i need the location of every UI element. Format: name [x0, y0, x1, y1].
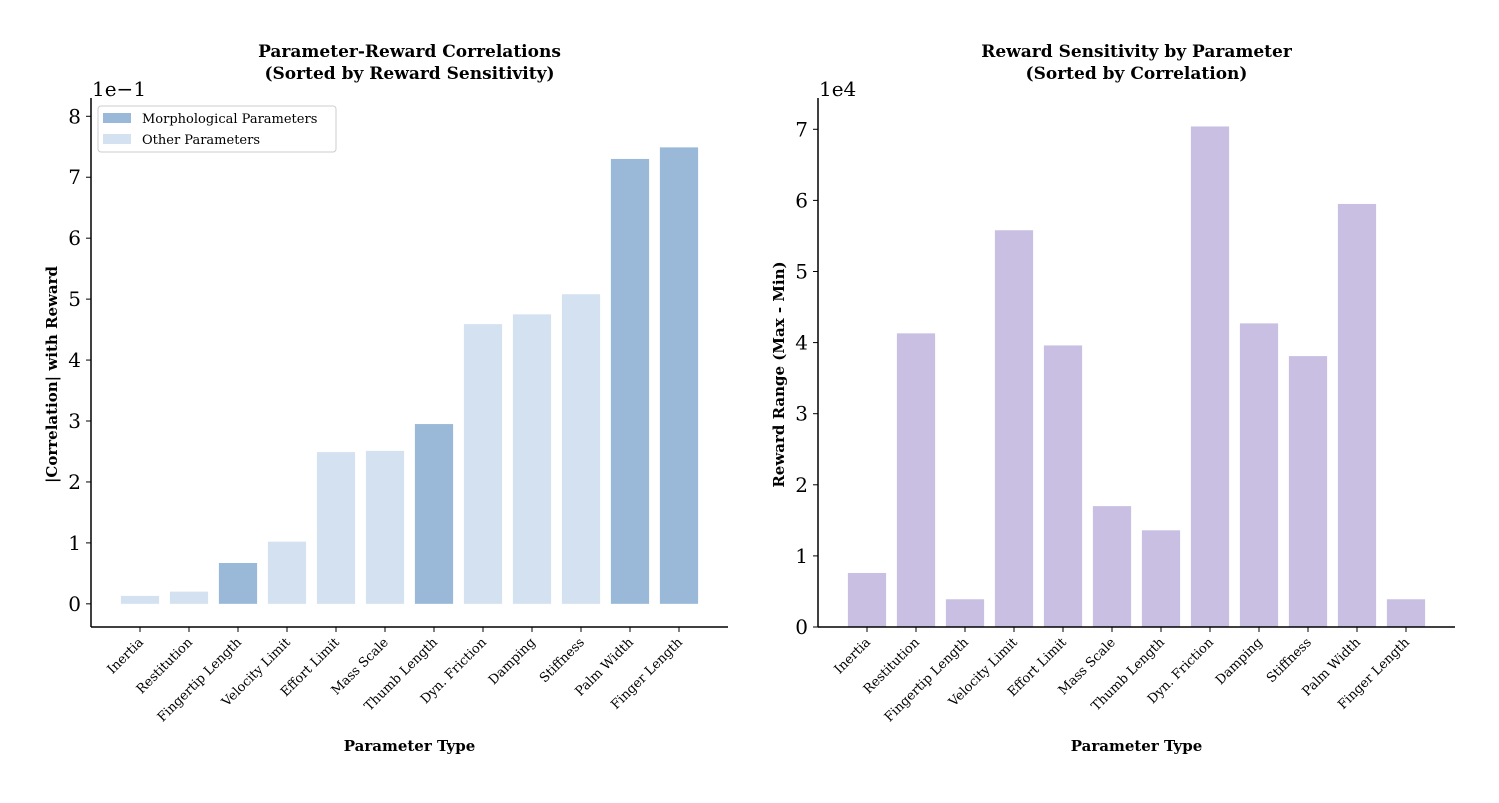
legend-swatch: [103, 134, 131, 144]
y-axis-label: |Correlation| with Reward: [43, 265, 61, 483]
bar: [316, 452, 356, 604]
legend-label: Other Parameters: [142, 133, 260, 148]
y-axis-label: Reward Range (Max - Min): [770, 261, 788, 487]
x-tick-label: Damping: [1213, 635, 1266, 688]
x-tick-label: Damping: [486, 635, 539, 688]
y-tick-label: 1: [795, 544, 808, 568]
bar: [365, 450, 405, 604]
chart-title: Parameter-Reward Correlations (Sorted by …: [258, 42, 561, 84]
bar: [267, 541, 307, 604]
bar: [1386, 599, 1426, 627]
bar: [847, 572, 887, 627]
offset-text: 1e4: [819, 77, 856, 101]
x-tick-label: Inertia: [105, 635, 147, 677]
y-tick-label: 8: [68, 104, 81, 128]
bar: [169, 591, 209, 604]
y-tick-label: 0: [68, 592, 81, 616]
bar: [463, 324, 503, 604]
bar: [1141, 530, 1181, 627]
x-tick-label: Inertia: [832, 635, 874, 677]
bar: [659, 147, 699, 604]
bar: [1288, 356, 1328, 627]
y-tick-label: 2: [68, 470, 81, 494]
y-tick-label: 7: [795, 117, 808, 141]
bar: [512, 314, 552, 604]
y-tick-label: 4: [795, 331, 808, 355]
x-tick-label: Fingertip Length: [882, 635, 972, 725]
y-tick-label: 6: [795, 188, 808, 212]
bar: [414, 424, 454, 604]
legend-swatch: [103, 113, 131, 123]
y-tick-label: 6: [68, 226, 81, 250]
bar: [218, 563, 258, 604]
x-tick-label: Fingertip Length: [155, 635, 245, 725]
chart-title-line: Parameter-Reward Correlations: [258, 42, 561, 62]
bar: [1190, 126, 1230, 627]
y-tick-label: 5: [68, 287, 81, 311]
y-tick-label: 1: [68, 531, 81, 555]
bar: [945, 599, 985, 627]
y-tick-label: 3: [68, 409, 81, 433]
x-tick-label: Stiffness: [537, 635, 588, 686]
bar: [610, 158, 650, 604]
offset-text: 1e−1: [92, 77, 146, 101]
bar: [561, 294, 601, 604]
y-tick-label: 7: [68, 165, 81, 189]
bar: [120, 595, 160, 604]
chart-title-line: Reward Sensitivity by Parameter: [981, 42, 1293, 62]
x-axis-label: Parameter Type: [344, 737, 476, 755]
y-tick-label: 5: [795, 259, 808, 283]
x-axis-label: Parameter Type: [1071, 737, 1203, 755]
bar: [1239, 323, 1279, 627]
legend-label: Morphological Parameters: [142, 112, 317, 127]
chart-title: Reward Sensitivity by Parameter (Sorted b…: [981, 42, 1293, 84]
x-tick-label: Stiffness: [1264, 635, 1315, 686]
y-tick-label: 0: [795, 615, 808, 639]
y-tick-label: 4: [68, 348, 81, 372]
y-tick-label: 2: [795, 473, 808, 497]
chart-title-line: (Sorted by Correlation): [1026, 64, 1248, 84]
bar: [1043, 345, 1083, 627]
bar: [896, 333, 936, 627]
bar: [1092, 506, 1132, 627]
y-tick-label: 3: [795, 402, 808, 426]
bar: [1337, 203, 1377, 627]
chart-title-line: (Sorted by Reward Sensitivity): [264, 64, 554, 84]
bar: [994, 230, 1034, 627]
legend-box: [97, 105, 337, 153]
